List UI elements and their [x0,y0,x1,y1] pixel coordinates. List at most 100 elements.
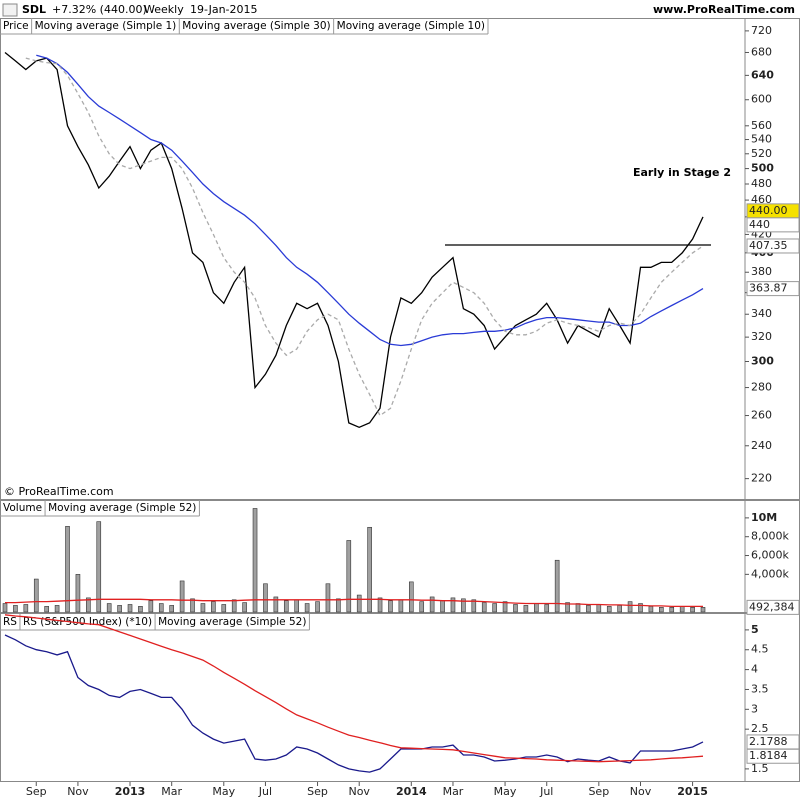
volume-bar [606,606,612,613]
volume-bar [252,508,258,613]
volume-bar [211,601,216,613]
volume-bar [408,581,414,613]
volume-bar [659,606,664,613]
y-tick-label: 10M [751,511,777,524]
y-tick-label: 8,000k [751,530,789,543]
volume-bar [169,605,174,613]
legend-entry: Moving average (Simple 1) [35,20,177,32]
volume-bar [54,605,60,613]
last-close-label-box [746,217,800,233]
volume-bar [450,597,456,613]
volume-bar [190,598,195,613]
volume-bar [75,574,81,613]
volume-bar [648,606,654,613]
last-price-label: 440.00 [749,204,788,217]
y-tick-label: 480 [751,177,772,190]
price-line [4,51,704,429]
volume-bar [2,603,8,613]
x-tick-label: Mar [161,785,182,798]
x-tick-label: 2014 [396,785,427,798]
volume-bar [596,604,602,613]
volume-bar [86,597,91,613]
volume-bar [96,521,102,613]
x-tick-label: Jul [539,785,553,798]
legend-entry: RS [3,616,17,628]
y-tick-label: 720 [751,24,772,37]
x-tick-label: May [212,785,235,798]
symbol-icon [2,3,18,17]
volume-bar [179,580,185,613]
volume-bar [65,526,70,613]
x-tick-label: Jul [258,785,272,798]
volume-bar [575,603,581,613]
rs-line [4,634,704,773]
legend-entry: Moving average (Simple 52) [158,616,306,628]
volume-bar [502,601,508,613]
volume-bar [617,605,622,613]
y-tick-label: 3 [751,702,758,715]
volume-bar [356,594,362,613]
copyright: © ProRealTime.com [4,485,114,498]
volume-bar [544,604,550,613]
legend-entry: Moving average (Simple 52) [48,502,196,514]
y-tick-label: 3.5 [751,682,769,695]
x-tick-label: Mar [443,785,464,798]
volume-bar [523,605,529,613]
legend-entry: RS (S&P500 Index) (*10) [23,616,152,628]
y-tick-label: 680 [751,45,772,58]
volume-bar [106,603,112,613]
volume-bar [440,600,445,613]
symbol: SDL [22,3,46,16]
y-tick-label: 600 [751,93,772,106]
volume-bar [492,603,497,613]
volume-bar [138,606,143,613]
ma30-label: 363.87 [749,282,788,295]
rs-last-label: 1.8184 [749,749,788,762]
volume-bar [304,603,310,613]
volume-bar [231,599,237,613]
y-tick-label: 340 [751,307,772,320]
volume-bar [513,604,518,613]
rs-last-label: 2.1788 [749,735,788,748]
volume-bar [429,596,435,613]
volume-bar [346,540,352,613]
y-tick-label: 4.5 [751,643,769,656]
x-tick-label: May [494,785,517,798]
ma10-label-box [746,238,800,254]
y-tick-label: 380 [751,265,772,278]
volume-bar [700,607,706,613]
volume-bar [315,601,320,613]
volume-bar [398,599,404,613]
legend-entry: Moving average (Simple 30) [182,20,330,32]
volume-bar [13,605,18,613]
volume-bar [367,526,372,613]
volume-bar [127,604,133,613]
legend-entry: Volume [3,502,42,514]
volume-bar [627,601,633,613]
volume-bar [690,606,695,613]
volume-bar [388,600,393,613]
y-tick-label: 320 [751,330,772,343]
volume-bar [273,596,279,613]
volume-bar [638,603,643,613]
price-line [36,54,704,347]
y-tick-label: 300 [751,355,774,368]
y-tick-label: 220 [751,472,772,485]
y-tick-label: 640 [751,68,774,81]
legend-entry: Moving average (Simple 10) [337,20,485,32]
volume-bar [221,604,227,613]
last-close-label: 440 [749,218,770,231]
y-tick-label: 560 [751,119,772,132]
moving-average [5,598,703,608]
annotation: Early in Stage 2 [633,166,731,179]
y-tick-label: 280 [751,381,772,394]
volume-bar [117,605,122,613]
rs-line [4,614,704,763]
period: Weekly [144,3,184,16]
y-tick-label: 460 [751,193,772,206]
x-tick-label: Nov [630,785,652,798]
volume-bar [283,600,289,613]
volume-bar [158,603,164,613]
